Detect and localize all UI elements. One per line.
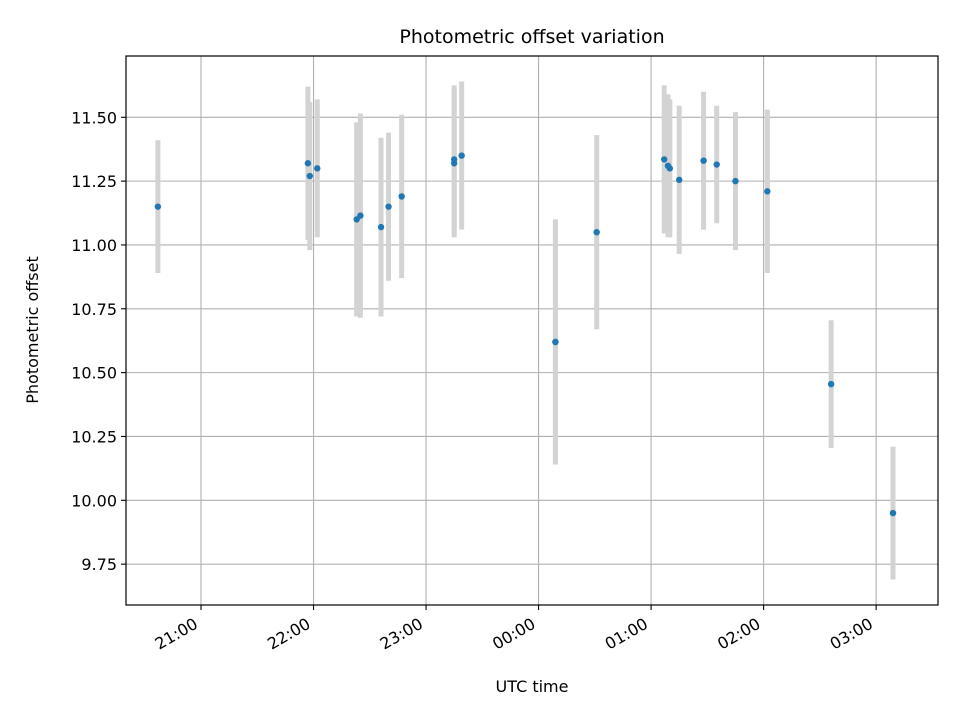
chart-title: Photometric offset variation bbox=[399, 26, 664, 48]
data-point bbox=[713, 161, 720, 168]
data-point bbox=[357, 212, 364, 219]
data-point bbox=[552, 338, 559, 346]
data-point bbox=[450, 156, 458, 163]
grid bbox=[126, 56, 938, 605]
data-point bbox=[661, 156, 668, 163]
data-point bbox=[154, 203, 162, 210]
data-points bbox=[154, 152, 897, 517]
x-axis-label: UTC time bbox=[496, 677, 569, 696]
y-tick-label: 11.50 bbox=[71, 108, 117, 127]
data-point bbox=[732, 177, 739, 185]
y-axis: 9.75 10.00 10.25 10.50 10.75 11.00 11.25 11.50 bbox=[71, 108, 126, 574]
data-point bbox=[676, 176, 683, 184]
data-point bbox=[700, 157, 707, 164]
data-point bbox=[398, 193, 405, 200]
data-point bbox=[889, 509, 897, 517]
data-point bbox=[764, 188, 771, 195]
data-point bbox=[458, 152, 465, 159]
y-tick-label: 10.75 bbox=[71, 300, 117, 319]
data-point bbox=[306, 172, 313, 180]
data-point bbox=[304, 160, 312, 167]
plot-area-frame bbox=[125, 55, 939, 606]
y-tick-label: 11.00 bbox=[71, 236, 117, 255]
y-tick-label: 10.50 bbox=[71, 364, 117, 383]
y-tick-label: 9.75 bbox=[81, 555, 117, 574]
data-point bbox=[827, 380, 835, 388]
data-point bbox=[666, 165, 674, 172]
data-point bbox=[314, 165, 321, 172]
y-axis-label: Photometric offset bbox=[23, 256, 42, 404]
data-point bbox=[377, 223, 385, 231]
y-tick-label: 10.00 bbox=[71, 491, 117, 510]
data-point bbox=[593, 228, 600, 236]
y-tick-label: 11.25 bbox=[71, 172, 117, 191]
data-point bbox=[385, 203, 392, 210]
y-tick-label: 10.25 bbox=[71, 427, 117, 446]
